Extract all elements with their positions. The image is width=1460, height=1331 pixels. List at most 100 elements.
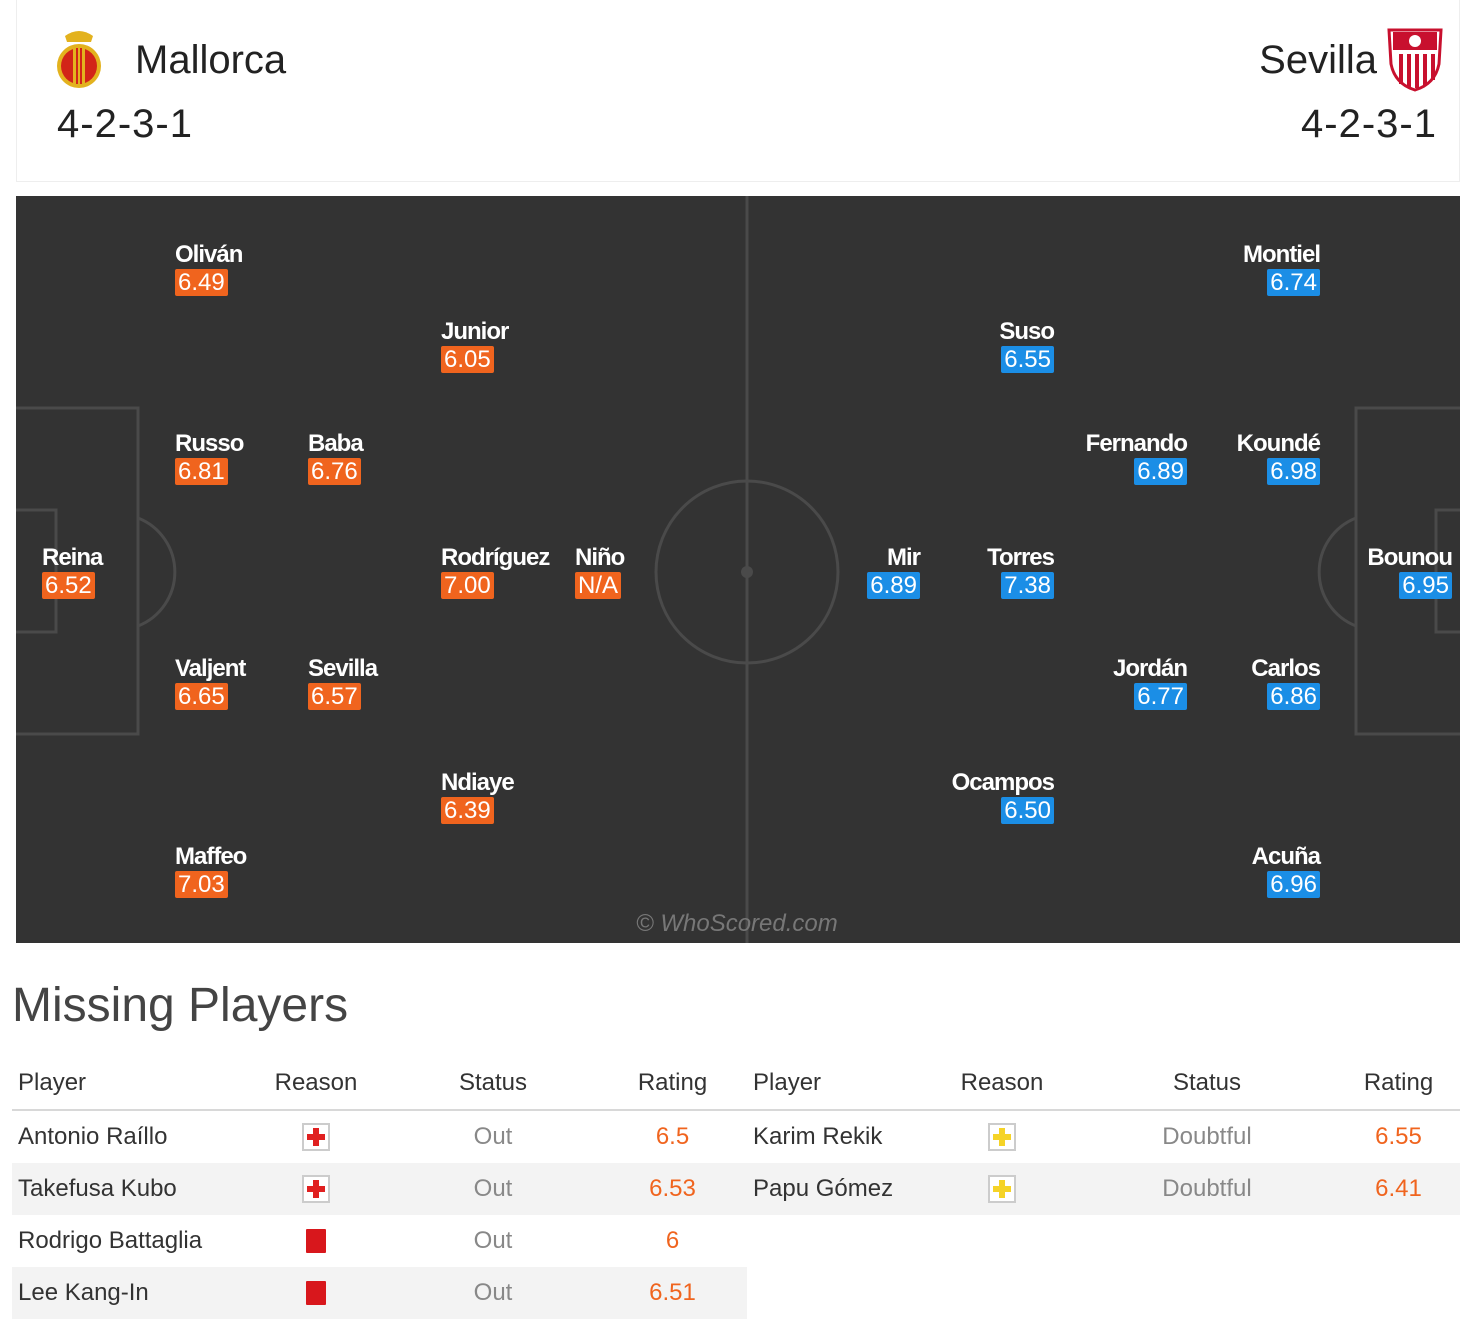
col-header-reason[interactable]: Reason xyxy=(927,1057,1077,1111)
player-rating: 6.65 xyxy=(175,683,228,710)
player-name: Baba xyxy=(308,430,364,457)
player-name: Koundé xyxy=(1236,430,1321,457)
player-name: Mir xyxy=(887,544,921,571)
sevilla-crest-icon xyxy=(1387,28,1443,92)
away-player-mir[interactable]: Mir 6.89 xyxy=(867,544,921,599)
player-rating: 6.81 xyxy=(175,458,228,485)
match-header: Mallorca 4-2-3-1 Sevilla 4-2-3-1 xyxy=(16,0,1460,182)
mallorca-crest-icon xyxy=(57,31,101,88)
player-rating: 6.39 xyxy=(441,797,494,824)
player-name: Jordán xyxy=(1112,655,1188,682)
home-team-name[interactable]: Mallorca xyxy=(135,38,287,82)
home-player-baba[interactable]: Baba 6.76 xyxy=(308,430,364,485)
status: Out xyxy=(388,1267,598,1319)
player-name: Valjent xyxy=(175,655,246,682)
away-player-carlos[interactable]: Carlos 6.86 xyxy=(1251,655,1321,710)
away-player-torres[interactable]: Torres 7.38 xyxy=(987,544,1055,599)
col-header-status[interactable]: Status xyxy=(388,1057,598,1111)
player-rating: 6.76 xyxy=(308,458,361,485)
player-name: Ocampos xyxy=(951,769,1055,796)
player-name[interactable]: Lee Kang-In xyxy=(12,1267,244,1319)
home-player-ndiaye[interactable]: Ndiaye 6.39 xyxy=(441,769,515,824)
rating: 6.51 xyxy=(598,1267,747,1319)
player-name: Montiel xyxy=(1243,241,1321,268)
pitch-lines xyxy=(16,196,1460,943)
player-name: Torres xyxy=(987,544,1055,571)
player-name: Oliván xyxy=(175,241,243,268)
rating: 6.41 xyxy=(1337,1163,1460,1215)
away-team-name[interactable]: Sevilla xyxy=(1259,38,1377,82)
red-card-icon xyxy=(306,1281,326,1306)
col-header-player[interactable]: Player xyxy=(747,1057,927,1111)
col-header-rating[interactable]: Rating xyxy=(598,1057,747,1111)
red-card-icon xyxy=(306,1229,326,1254)
away-player-kounde[interactable]: Koundé 6.98 xyxy=(1236,430,1321,485)
player-name[interactable]: Antonio Raíllo xyxy=(18,1123,168,1150)
player-rating: 6.89 xyxy=(1134,458,1187,485)
status: Out xyxy=(473,1227,513,1254)
missing-players-title: Missing Players xyxy=(12,979,349,1032)
doubtful-injury-icon xyxy=(988,1123,1016,1152)
player-rating: 6.77 xyxy=(1134,683,1187,710)
away-player-suso[interactable]: Suso 6.55 xyxy=(999,318,1055,373)
table-row: Takefusa Kubo Out 6.53 xyxy=(12,1163,747,1215)
injury-icon xyxy=(302,1175,330,1204)
away-formation: 4-2-3-1 xyxy=(1301,102,1437,146)
player-rating: 6.95 xyxy=(1399,572,1452,599)
player-name: Niño xyxy=(575,544,625,571)
player-rating: 7.00 xyxy=(441,572,494,599)
table-row: Lee Kang-In Out 6.51 xyxy=(12,1267,747,1319)
home-player-maffeo[interactable]: Maffeo 7.03 xyxy=(175,843,247,898)
player-rating: 6.05 xyxy=(441,346,494,373)
home-missing-table: Player Reason Status Rating Antonio Raíl… xyxy=(12,1057,747,1319)
player-name[interactable]: Papu Gómez xyxy=(747,1163,927,1215)
player-rating: 6.55 xyxy=(1001,346,1054,373)
player-name[interactable]: Rodrigo Battaglia xyxy=(18,1227,203,1254)
home-player-valjent[interactable]: Valjent 6.65 xyxy=(175,655,246,710)
table-row: Rodrigo Battaglia Out 6 xyxy=(12,1215,747,1267)
player-rating: 7.38 xyxy=(1001,572,1054,599)
col-header-player[interactable]: Player xyxy=(12,1057,244,1111)
away-player-montiel[interactable]: Montiel 6.74 xyxy=(1243,241,1321,296)
home-player-sevilla[interactable]: Sevilla 6.57 xyxy=(308,655,378,710)
player-name: Reina xyxy=(42,544,103,571)
home-player-olivan[interactable]: Oliván 6.49 xyxy=(175,241,243,296)
away-player-ocampos[interactable]: Ocampos 6.50 xyxy=(951,769,1055,824)
player-rating: 6.50 xyxy=(1001,797,1054,824)
table-row: Papu Gómez Doubtful 6.41 xyxy=(747,1163,1460,1215)
away-player-bounou[interactable]: Bounou 6.95 xyxy=(1367,544,1453,599)
rating: 6 xyxy=(665,1227,680,1254)
rating: 6.55 xyxy=(1375,1123,1422,1150)
pitch: Reina 6.52 Oliván 6.49 Russo 6.81 Valjen… xyxy=(16,196,1460,943)
status: Doubtful xyxy=(1077,1163,1337,1215)
player-name: Acuña xyxy=(1251,843,1321,870)
col-header-rating[interactable]: Rating xyxy=(1337,1057,1460,1111)
watermark: © WhoScored.com xyxy=(636,910,838,937)
status: Out xyxy=(388,1163,598,1215)
status: Doubtful xyxy=(1162,1123,1252,1150)
player-name: Junior xyxy=(441,318,509,345)
home-player-junior[interactable]: Junior 6.05 xyxy=(441,318,509,373)
player-name: Maffeo xyxy=(175,843,247,870)
col-header-reason[interactable]: Reason xyxy=(244,1057,388,1111)
home-player-russo[interactable]: Russo 6.81 xyxy=(175,430,244,485)
player-rating: 6.89 xyxy=(867,572,920,599)
player-rating: 6.98 xyxy=(1267,458,1320,485)
away-player-acuna[interactable]: Acuña 6.96 xyxy=(1251,843,1321,898)
home-player-nino[interactable]: Niño N/A xyxy=(575,544,625,599)
col-header-status[interactable]: Status xyxy=(1077,1057,1337,1111)
player-name[interactable]: Takefusa Kubo xyxy=(12,1163,244,1215)
home-player-reina[interactable]: Reina 6.52 xyxy=(42,544,103,599)
away-player-jordan[interactable]: Jordán 6.77 xyxy=(1112,655,1188,710)
player-name[interactable]: Karim Rekik xyxy=(753,1123,883,1150)
player-name: Suso xyxy=(999,318,1055,345)
player-name: Bounou xyxy=(1367,544,1453,571)
home-player-rodriguez[interactable]: Rodríguez 7.00 xyxy=(441,544,550,599)
player-rating: 6.96 xyxy=(1267,871,1320,898)
rating: 6.5 xyxy=(655,1123,690,1150)
player-rating: 6.57 xyxy=(308,683,361,710)
player-name: Sevilla xyxy=(308,655,378,682)
player-name: Rodríguez xyxy=(441,544,550,571)
away-player-fernando[interactable]: Fernando 6.89 xyxy=(1086,430,1188,485)
player-rating: 6.52 xyxy=(42,572,95,599)
